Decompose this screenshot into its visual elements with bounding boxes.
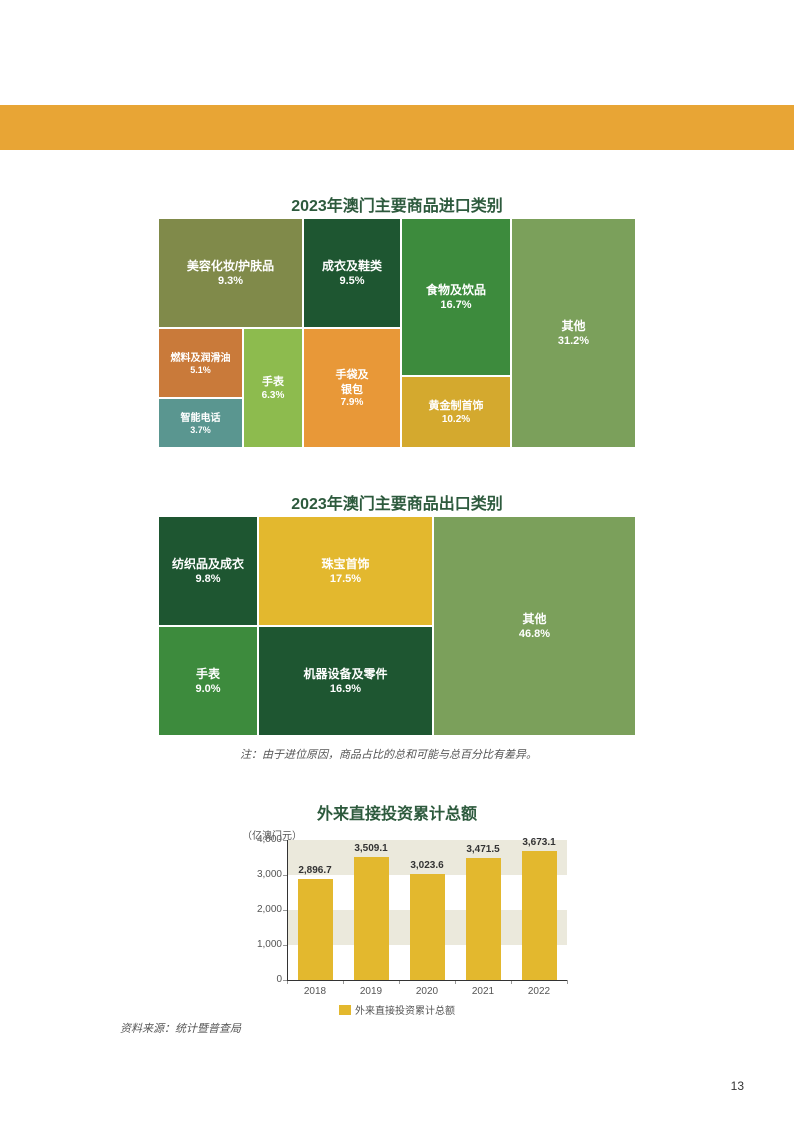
fdi-bar-chart: （亿澳门元）01,0002,0003,0004,0002,896.720183,… [237,825,557,1025]
bar-value-label: 3,673.1 [514,837,564,848]
bar [522,851,557,980]
x-tick-label: 2020 [407,986,447,997]
bar [298,879,333,980]
treemap-cell: 成衣及鞋类9.5% [303,218,401,328]
treemap-cell: 手表6.3% [243,328,303,448]
x-tick-label: 2022 [519,986,559,997]
header-bar [0,105,794,150]
y-tick-label: 0 [242,974,282,985]
treemap-cell: 珠宝首饰17.5% [258,516,433,626]
treemap-note: 注：由于进位原因，商品占比的总和可能与总百分比有差异。 [240,746,537,762]
source-note: 资料来源：统计暨普查局 [120,1020,241,1036]
exports-treemap: 纺织品及成衣9.8%手表9.0%珠宝首饰17.5%机器设备及零件16.9%其他4… [158,516,636,736]
treemap-cell: 智能电话3.7% [158,398,243,448]
bar-value-label: 3,023.6 [402,860,452,871]
y-tick-label: 1,000 [242,939,282,950]
imports-treemap: 美容化妆/护肤品9.3%成衣及鞋类9.5%食物及饮品16.7%其他31.2% 燃料… [158,218,636,448]
page-number: 13 [731,1079,744,1093]
y-tick-label: 3,000 [242,869,282,880]
y-tick-label: 2,000 [242,904,282,915]
treemap-cell: 食物及饮品16.7% [401,218,511,376]
y-tick-label: 4,000 [242,834,282,845]
treemap-cell: 机器设备及零件16.9% [258,626,433,736]
treemap-cell: 燃料及润滑油5.1% [158,328,243,398]
bar-value-label: 3,509.1 [346,843,396,854]
treemap-cell: 其他46.8% [433,516,636,736]
treemap-cell: 美容化妆/护肤品9.3% [158,218,303,328]
treemap-cell: 黄金制首饰10.2% [401,376,511,448]
treemap-cell: 纺织品及成衣9.8% [158,516,258,626]
x-tick-label: 2021 [463,986,503,997]
bar-value-label: 2,896.7 [290,865,340,876]
exports-title: 2023年澳门主要商品出口类别 [0,490,794,514]
legend: 外来直接投资累计总额 [237,1002,557,1017]
treemap-cell: 手表9.0% [158,626,258,736]
treemap-cell: 手袋及 银包7.9% [303,328,401,448]
barchart-title: 外来直接投资累计总额 [0,800,794,824]
x-tick-label: 2019 [351,986,391,997]
bar [410,874,445,980]
imports-title: 2023年澳门主要商品进口类别 [0,192,794,216]
x-tick-label: 2018 [295,986,335,997]
bar-value-label: 3,471.5 [458,844,508,855]
bar [466,858,501,980]
bar [354,857,389,980]
treemap-cell: 其他31.2% [511,218,636,448]
